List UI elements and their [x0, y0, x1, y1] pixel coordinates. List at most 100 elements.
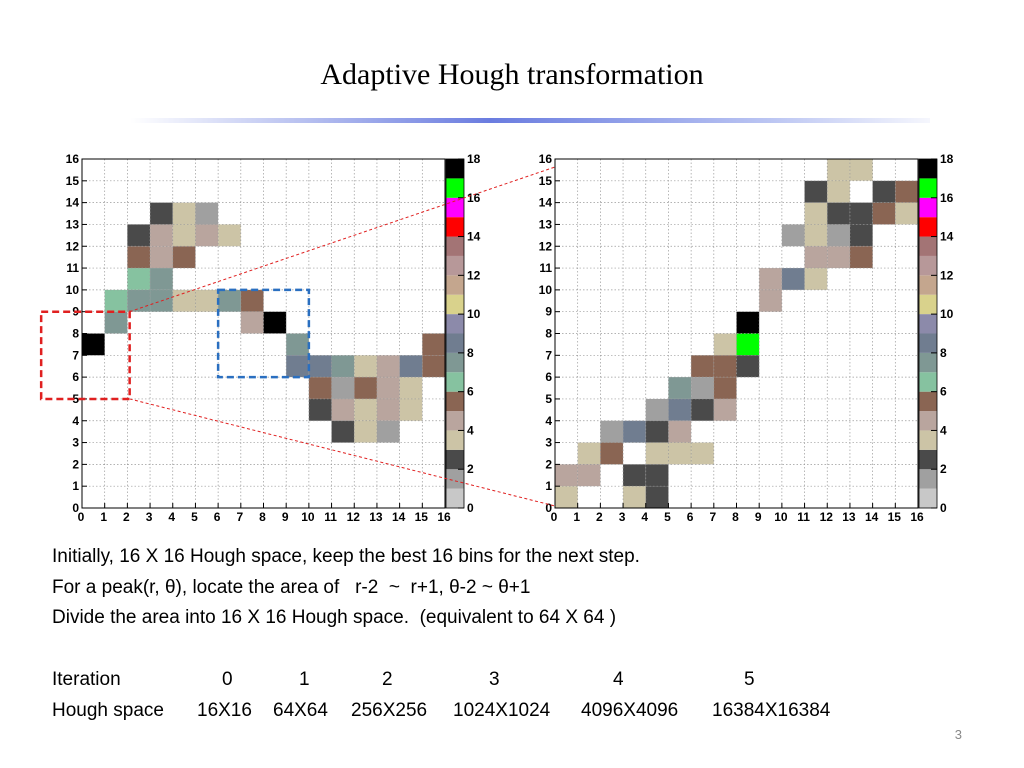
colorbar-swatch — [446, 488, 464, 508]
x-tick-label: 15 — [888, 510, 902, 524]
y-tick-label: 5 — [545, 392, 552, 406]
y-tick-label: 9 — [545, 305, 552, 319]
y-tick-label: 6 — [72, 370, 79, 384]
colorbar-frame — [918, 158, 938, 509]
colorbar-tick-label: 14 — [940, 230, 954, 244]
y-tick-label: 15 — [66, 174, 80, 188]
heatmap-cell — [849, 159, 873, 181]
y-tick-label: 4 — [545, 414, 552, 428]
hough-space-row-label: Hough space — [52, 700, 164, 721]
heatmap-cell — [623, 420, 646, 443]
hough-figures: 0 1 2 3 4 5 6 7 8 9 10 11 12 13 14 15 160123456789101112… — [39, 152, 954, 524]
y-tick-label: 16 — [539, 152, 553, 166]
x-tick-label: 10 — [774, 510, 788, 524]
colorbar-swatch — [919, 488, 937, 508]
x-tick-label: 3 — [146, 510, 153, 524]
colorbar-swatch — [446, 178, 464, 198]
colorbar-swatch — [446, 469, 464, 489]
x-tick-label: 2 — [123, 510, 130, 524]
heatmap-cell — [872, 202, 896, 225]
heatmap-cell — [781, 268, 805, 290]
y-tick-label: 10 — [539, 283, 553, 297]
colorbar-tick-label: 2 — [940, 462, 947, 476]
iteration-value: 0 — [222, 669, 233, 690]
heatmap-cell — [218, 289, 241, 312]
colorbar-tick-label: 0 — [467, 501, 474, 515]
y-tick-label: 1 — [72, 479, 79, 493]
colorbar-tick-label: 4 — [940, 423, 947, 437]
heatmap-cell — [308, 355, 332, 378]
heatmap-cell — [804, 246, 828, 269]
heatmap-cell — [849, 246, 873, 269]
y-tick-label: 14 — [66, 196, 80, 210]
heatmap-cell — [240, 311, 264, 334]
heatmap-cell — [713, 377, 737, 399]
x-tick-label: 5 — [191, 510, 198, 524]
heatmap-cell — [645, 442, 669, 465]
colorbar: 0 2 4 6 8 10 12 14 16 18 — [918, 152, 954, 515]
x-tick-label: 16 — [910, 510, 924, 524]
x-tick-label: 12 — [347, 510, 361, 524]
colorbar-swatch — [446, 275, 464, 295]
heatmap-cell — [849, 202, 873, 225]
heatmap-cell — [668, 377, 692, 399]
x-tick-label: 4 — [168, 510, 175, 524]
heatmap-cell — [331, 377, 355, 399]
heatmap-cell — [354, 398, 377, 421]
heatmap-cell — [736, 311, 760, 334]
heatmap-cell — [691, 398, 714, 421]
y-tick-label: 8 — [72, 327, 79, 341]
heatmap-cell — [376, 420, 400, 443]
heatmap-cell — [577, 464, 601, 487]
colorbar-swatch — [919, 314, 937, 334]
x-tick-label: 13 — [369, 510, 383, 524]
heatmap-cell — [623, 486, 646, 508]
colorbar-tick-label: 16 — [467, 191, 481, 205]
slide-title: Adaptive Hough transformation — [320, 58, 704, 91]
colorbar-swatch — [919, 255, 937, 276]
heatmap-cell — [759, 268, 782, 290]
colorbar-swatch — [446, 236, 464, 256]
heatmap-cell — [827, 180, 850, 203]
heatmap-cell — [354, 377, 377, 399]
colorbar-swatch — [919, 352, 937, 373]
y-tick-label: 14 — [539, 196, 553, 210]
heatmap-cell — [172, 202, 196, 225]
heatmap-cell — [150, 224, 173, 247]
heatmap-cell — [354, 420, 377, 443]
x-tick-label: 7 — [236, 510, 243, 524]
heatmap-cell — [849, 224, 873, 247]
heatmap-cell — [713, 355, 737, 378]
heatmap-cell — [645, 398, 669, 421]
heatmap-cell — [104, 311, 128, 334]
body-line-1: Initially, 16 X 16 Hough space, keep the… — [52, 546, 640, 567]
colorbar-swatch — [919, 411, 937, 431]
heatmap-cell — [645, 486, 669, 508]
x-tick-label: 10 — [301, 510, 315, 524]
hough-space-value: 64X64 — [273, 700, 328, 721]
colorbar-swatch — [919, 178, 937, 198]
heatmap-cell — [399, 398, 423, 421]
y-tick-label: 4 — [72, 414, 79, 428]
heatmap-1: 0 1 2 3 4 5 6 7 8 9 10 11 12 13 14 15 160123456789101112… — [39, 152, 481, 524]
heatmap-cell — [804, 180, 828, 203]
y-tick-label: 0 — [545, 501, 552, 515]
body-line-3: Divide the area into 16 X 16 Hough space… — [52, 607, 617, 628]
heatmap-cell — [804, 202, 828, 225]
heatmap-cell — [150, 246, 173, 269]
y-tick-label: 3 — [72, 436, 79, 450]
x-tick-label: 15 — [415, 510, 429, 524]
heatmap-cell — [172, 246, 196, 269]
colorbar-tick-label: 10 — [467, 307, 481, 321]
heatmap-cell — [827, 224, 850, 247]
heatmap-cell — [354, 355, 377, 378]
hough-space-value: 256X256 — [351, 700, 428, 721]
heatmap-cell — [82, 333, 105, 356]
colorbar-swatch — [919, 391, 937, 412]
colorbar-swatch — [919, 217, 937, 237]
y-tick-label: 10 — [66, 283, 80, 297]
heatmap-cell — [691, 377, 714, 399]
y-tick-label: 11 — [539, 261, 552, 275]
colorbar-tick-label: 18 — [467, 152, 481, 166]
heatmap-cell — [555, 486, 578, 508]
